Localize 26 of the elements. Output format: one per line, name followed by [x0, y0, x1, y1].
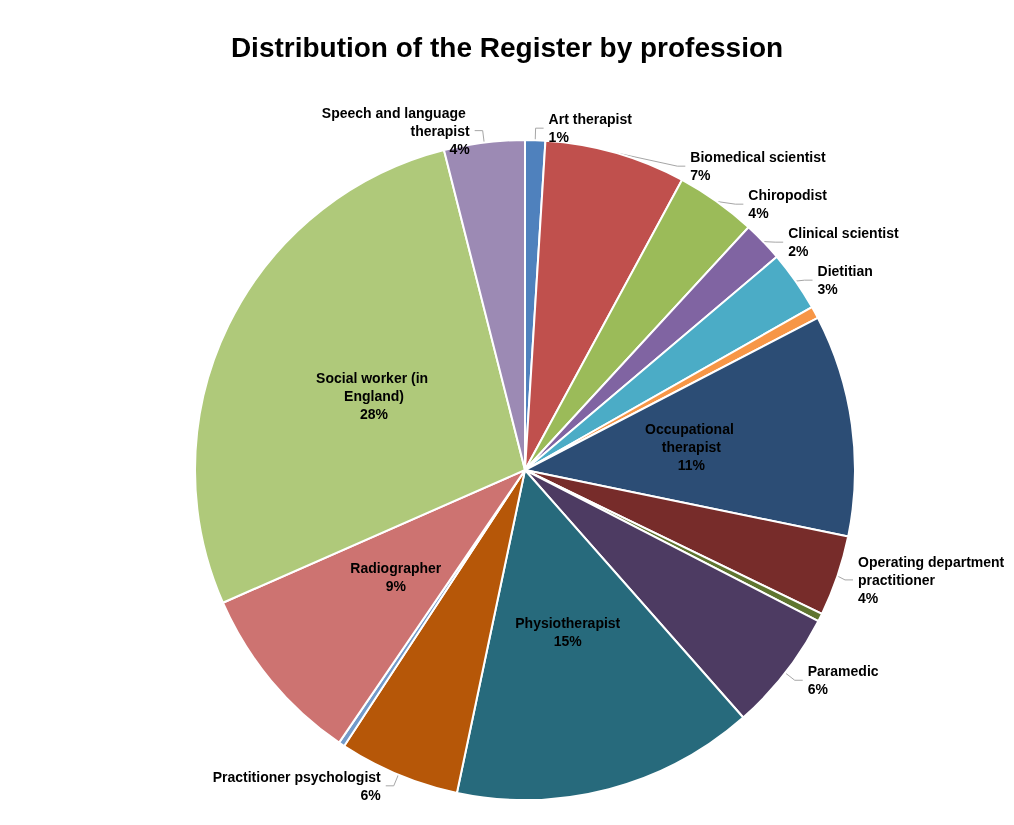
slice-label: Paramedic — [807, 663, 879, 680]
data-label: 4% — [748, 205, 770, 222]
slice-label: Occupational therapist — [645, 420, 738, 455]
data-label: 7% — [690, 167, 712, 184]
slice-label: Speech and language therapist — [321, 104, 471, 139]
slice-label: Social worker (in England) — [316, 370, 433, 405]
data-label: 9% — [385, 578, 407, 595]
data-label: 3% — [817, 281, 839, 298]
slice-label: Physiotherapist — [515, 615, 621, 632]
data-label: 4% — [858, 589, 879, 606]
slice-label: Radiographer — [350, 560, 442, 577]
slice-label: Practitioner psychologist — [212, 768, 382, 785]
slice-label: Biomedical scientist — [690, 149, 827, 166]
slice-label: Dietitian — [817, 263, 873, 280]
data-label: 28% — [360, 406, 389, 423]
data-label: 6% — [360, 786, 382, 803]
slice-label: Chiropodist — [748, 187, 828, 204]
slice-label: Art therapist — [548, 111, 633, 128]
chart-title: Distribution of the Register by profession — [230, 31, 784, 63]
slice-label: Operating department practitioner — [858, 553, 1009, 588]
data-label: 2% — [788, 243, 809, 260]
data-label: 15% — [553, 633, 583, 650]
data-label: 11% — [677, 456, 706, 473]
data-label: 1% — [548, 129, 570, 146]
slice-label: Clinical scientist — [788, 225, 899, 242]
data-label: 6% — [807, 681, 829, 698]
